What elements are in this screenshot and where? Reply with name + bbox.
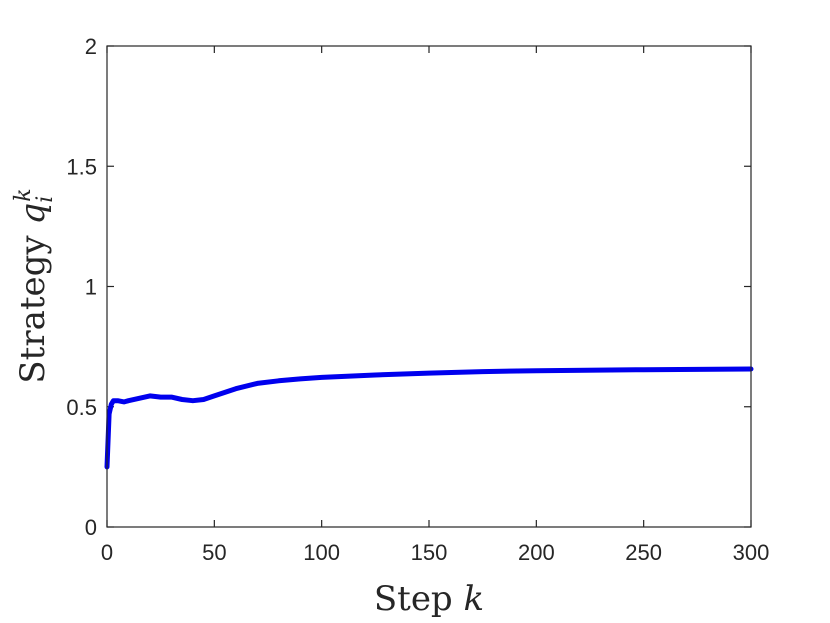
x-axis-title-variable: k xyxy=(464,579,485,619)
series-layer xyxy=(104,366,754,470)
y-axis-title-variable: q xyxy=(13,203,53,225)
x-tick-label: 50 xyxy=(202,540,226,565)
y-axis-title-superscript: k xyxy=(11,188,36,201)
ticks-layer: 0 50 100 150 200 250 300 0 0.5 1 1.5 2 xyxy=(66,34,769,565)
x-tick-label: 200 xyxy=(518,540,555,565)
y-tick-label: 2 xyxy=(85,34,97,59)
x-axis-title: Step k xyxy=(374,579,484,619)
x-tick-label: 100 xyxy=(303,540,340,565)
y-tick-label: 0.5 xyxy=(66,395,97,420)
x-tick-label: 150 xyxy=(411,540,448,565)
y-tick-label: 1 xyxy=(85,275,97,300)
y-tick-label: 0 xyxy=(85,515,97,540)
plot-frame xyxy=(106,45,752,528)
y-axis-title: Strategy qik xyxy=(11,188,58,383)
x-tick-label: 0 xyxy=(101,540,113,565)
y-tick-label: 1.5 xyxy=(66,154,97,179)
y-axis-title-subscript: i xyxy=(33,196,58,203)
series-line xyxy=(104,366,754,470)
y-axis-title-text: Strategy xyxy=(13,235,53,384)
x-axis-title-text: Step xyxy=(374,579,453,619)
x-tick-label: 250 xyxy=(625,540,662,565)
x-tick-label: 300 xyxy=(733,540,770,565)
